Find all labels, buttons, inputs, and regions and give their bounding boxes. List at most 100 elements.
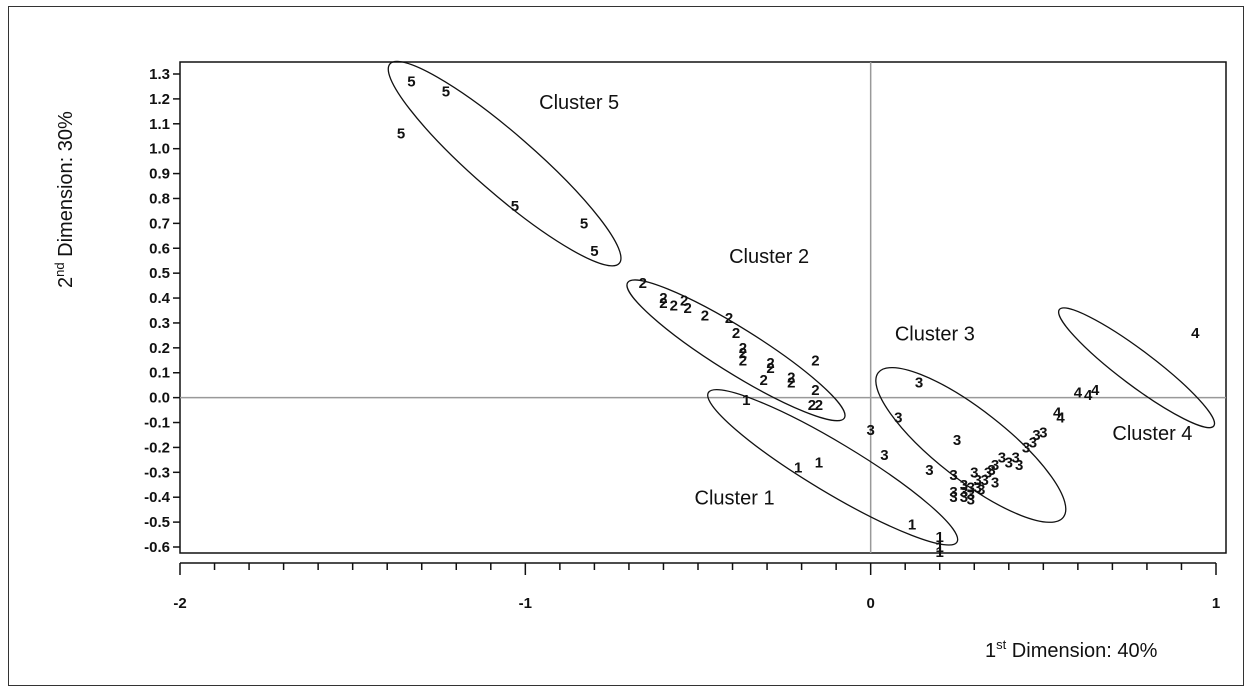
data-point: 2 [808,397,816,414]
x-axis-title-prefix: 1 [985,640,996,662]
data-point: 2 [659,295,667,312]
data-point: 5 [580,215,588,232]
x-tick-label: -2 [173,595,186,612]
y-tick-label: -0.4 [144,489,171,506]
data-point: 2 [811,352,819,369]
data-point: 3 [1039,424,1047,441]
data-point: 4 [1053,405,1062,422]
data-point: 2 [739,352,747,369]
data-point: 2 [639,275,647,292]
cluster-ellipse [875,366,1067,523]
data-point: 3 [970,464,978,481]
data-point: 2 [766,360,774,377]
x-axis-title-sup: st [996,637,1007,652]
data-point: 2 [759,372,767,389]
y-tick-label: 0.9 [149,166,170,183]
data-point: 3 [991,474,999,491]
cluster-ellipse [626,279,846,422]
cluster-ellipse [387,60,622,267]
chart-frame [8,6,1244,686]
data-point: 2 [739,345,747,362]
data-point: 1 [936,529,944,546]
data-point: 3 [960,484,968,501]
data-point: 3 [949,467,957,484]
y-tick-label: 0.0 [149,390,170,407]
data-point: 3 [980,472,988,489]
data-point: 2 [787,375,795,392]
y-tick-label: 1.1 [149,116,170,133]
data-point: 3 [998,449,1006,466]
data-point: 3 [967,479,975,496]
x-axis-title: 1st Dimension: 40% [985,637,1158,662]
data-point: 3 [866,422,874,439]
y-tick-label: 0.2 [149,340,170,357]
y-axis-title: 2nd Dimension: 30% [52,111,77,288]
data-point: 1 [936,544,944,561]
plot-area [179,61,1227,554]
data-point: 3 [1015,457,1023,474]
data-point: 3 [974,472,982,489]
data-point: 3 [984,464,992,481]
data-point: 3 [1029,434,1037,451]
data-point: 2 [815,397,823,414]
y-tick-label: 0.7 [149,215,170,232]
data-point: 3 [960,489,968,506]
data-point: 3 [949,489,957,506]
y-tick-label: 1.0 [149,141,170,158]
data-point: 2 [680,293,688,310]
y-tick-label: -0.5 [144,514,170,531]
data-point: 3 [915,375,923,392]
cluster-ellipse [707,388,959,546]
data-point: 1 [742,392,750,409]
y-tick-label: 0.5 [149,265,170,282]
data-point: 3 [960,477,968,494]
data-point: 3 [987,462,995,479]
data-point: 2 [739,340,747,357]
data-point: 2 [701,307,709,324]
data-point: 1 [936,539,944,556]
data-point: 2 [787,370,795,387]
data-point: 3 [953,432,961,449]
data-point: 3 [977,482,985,499]
cluster-ellipse [1057,307,1216,429]
data-point: 3 [967,487,975,504]
y-tick-label: -0.3 [144,464,170,481]
data-point: 2 [670,298,678,315]
data-point: 5 [442,83,450,100]
y-tick-label: 0.8 [149,190,170,207]
y-tick-label: 0.4 [149,290,171,307]
y-axis-title-rest: Dimension: 30% [55,111,77,262]
y-tick-label: 1.3 [149,66,170,83]
cluster-label: Cluster 4 [1112,423,1192,445]
cluster-label: Cluster 3 [895,323,975,345]
cluster-label: Cluster 2 [729,246,809,268]
data-point: 4 [1091,382,1100,399]
y-tick-label: -0.6 [144,539,170,556]
y-tick-label: 0.6 [149,240,170,257]
data-point: 1 [908,517,916,534]
x-tick-label: -1 [519,595,532,612]
data-point: 3 [974,479,982,496]
data-point: 2 [766,355,774,372]
data-point: 4 [1191,325,1200,342]
x-tick-label: 0 [866,595,874,612]
y-tick-label: 0.3 [149,315,170,332]
data-point: 3 [880,447,888,464]
data-point: 3 [1032,427,1040,444]
data-point: 5 [511,198,519,215]
data-point: 3 [1005,454,1013,471]
data-point: 4 [1084,387,1093,404]
data-point: 4 [1056,410,1065,427]
data-point: 1 [815,454,823,471]
cluster-label: Cluster 5 [539,92,619,114]
y-tick-label: 1.2 [149,91,170,108]
data-point: 5 [590,243,598,260]
data-point: 2 [683,300,691,317]
x-axis-title-rest: Dimension: 40% [1006,640,1157,662]
data-point: 2 [659,290,667,307]
y-axis-title-prefix: 2 [55,277,77,288]
data-point: 3 [967,492,975,509]
x-tick-label: 1 [1212,595,1220,612]
data-point: 3 [949,484,957,501]
